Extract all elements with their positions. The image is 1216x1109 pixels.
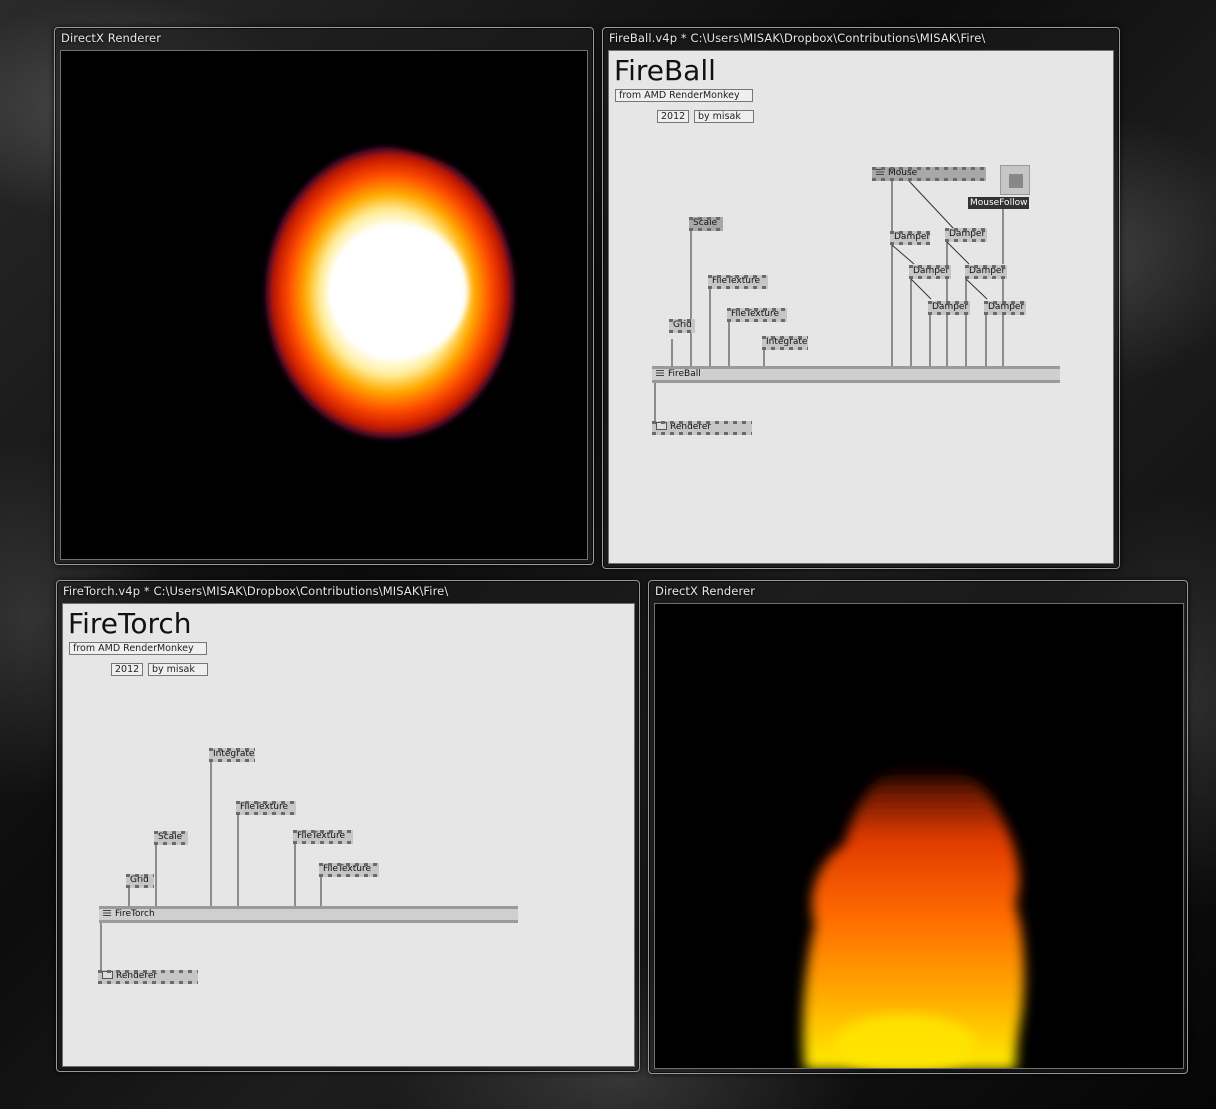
- window-title: DirectX Renderer: [655, 584, 756, 598]
- author-box[interactable]: by misak: [694, 110, 754, 123]
- damper-node-3[interactable]: Damper: [909, 265, 951, 279]
- filetexture-node-3[interactable]: FileTexture: [319, 863, 379, 877]
- year-box[interactable]: 2012: [657, 110, 689, 123]
- fireball-patch-window[interactable]: FireBall.v4p * C:\Users\MISAK\Dropbox\Co…: [602, 27, 1120, 569]
- damper-node-6[interactable]: Damper: [984, 301, 1026, 315]
- grid-node[interactable]: Grid: [126, 874, 154, 888]
- window-title: FireTorch.v4p * C:\Users\MISAK\Dropbox\C…: [63, 584, 449, 598]
- render-viewport-fireball[interactable]: [60, 50, 588, 560]
- patch-heading: FireTorch: [68, 607, 192, 640]
- renderer-window-top[interactable]: DirectX Renderer: [54, 27, 594, 565]
- integrate-node[interactable]: Integrate: [209, 748, 255, 762]
- firetorch-patch-window[interactable]: FireTorch.v4p * C:\Users\MISAK\Dropbox\C…: [56, 580, 640, 1072]
- fireball-patch-canvas[interactable]: FireBall from AMD RenderMonkey 2012 by m…: [608, 50, 1114, 564]
- filetexture-node-2[interactable]: FileTexture: [293, 830, 353, 844]
- scale-node[interactable]: Scale: [689, 217, 723, 231]
- window-icon: [656, 422, 667, 430]
- mousefollow-label: MouseFollow: [968, 197, 1030, 209]
- firetorch-node[interactable]: FireTorch: [99, 906, 518, 923]
- menu-icon: [876, 169, 884, 175]
- damper-node-4[interactable]: Damper: [965, 265, 1007, 279]
- damper-node-1[interactable]: Damper: [890, 231, 930, 245]
- author-box[interactable]: by misak: [148, 663, 208, 676]
- grid-node[interactable]: Grid: [669, 319, 695, 333]
- renderer-node[interactable]: Renderer: [98, 970, 198, 984]
- damper-node-5[interactable]: Damper: [928, 301, 970, 315]
- filetexture-node-1[interactable]: FileTexture: [236, 801, 296, 815]
- patch-wires: [654, 180, 1004, 421]
- firetorch-patch-canvas[interactable]: FireTorch from AMD RenderMonkey 2012 by …: [62, 603, 635, 1067]
- window-title: FireBall.v4p * C:\Users\MISAK\Dropbox\Co…: [609, 31, 986, 45]
- filetexture-node-1[interactable]: FileTexture: [708, 275, 768, 289]
- year-box[interactable]: 2012: [111, 663, 143, 676]
- menu-icon: [103, 910, 111, 916]
- filetexture-node-2[interactable]: FileTexture: [727, 308, 787, 322]
- integrate-node[interactable]: Integrate: [762, 336, 808, 350]
- subtitle-box[interactable]: from AMD RenderMonkey: [615, 89, 753, 102]
- patch-heading: FireBall: [614, 54, 716, 87]
- menu-icon: [656, 370, 664, 376]
- fireball-render: [263, 144, 517, 441]
- render-viewport-firetorch[interactable]: [654, 603, 1184, 1069]
- mouse-node[interactable]: Mouse: [872, 167, 986, 181]
- damper-node-2[interactable]: Damper: [945, 228, 987, 242]
- window-icon: [102, 971, 113, 979]
- fireball-node[interactable]: FireBall: [652, 366, 1060, 383]
- subtitle-box[interactable]: from AMD RenderMonkey: [69, 642, 207, 655]
- scale-node[interactable]: Scale: [154, 831, 188, 845]
- toggle-square: [1009, 174, 1023, 188]
- renderer-window-bottom[interactable]: DirectX Renderer: [648, 580, 1188, 1074]
- mousefollow-toggle[interactable]: [1000, 165, 1030, 195]
- firetorch-render: [803, 761, 1025, 1068]
- window-title: DirectX Renderer: [61, 31, 162, 45]
- renderer-node[interactable]: Renderer: [652, 421, 752, 435]
